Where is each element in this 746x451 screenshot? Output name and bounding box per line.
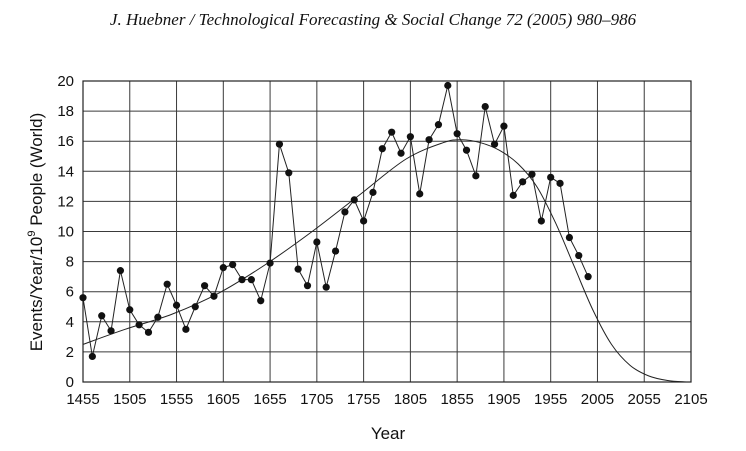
data-point xyxy=(425,136,433,144)
x-tick-label: 1905 xyxy=(487,391,520,408)
data-point xyxy=(285,169,293,177)
data-point xyxy=(490,140,499,148)
data-point xyxy=(219,264,227,272)
data-point xyxy=(201,282,209,290)
fitted-curve xyxy=(82,139,687,383)
data-point xyxy=(350,196,358,204)
data-point xyxy=(229,261,237,269)
data-point xyxy=(519,178,527,186)
x-tick-label: 2105 xyxy=(674,391,707,408)
data-point xyxy=(210,292,218,300)
data-point xyxy=(98,312,106,320)
data-point xyxy=(116,267,125,275)
x-tick-label: 2005 xyxy=(581,391,614,408)
fitted-curve-line xyxy=(82,139,687,383)
x-tick-label: 1855 xyxy=(440,391,473,408)
data-point xyxy=(126,306,134,314)
data-point xyxy=(238,276,246,284)
data-point xyxy=(360,217,368,225)
data-point xyxy=(266,259,274,267)
x-tick-label: 1455 xyxy=(66,391,99,408)
data-point xyxy=(144,328,153,336)
y-tick-label: 16 xyxy=(57,133,74,150)
data-point xyxy=(500,122,508,130)
data-point xyxy=(397,149,405,157)
y-axis-label-tail: People (World) xyxy=(27,113,46,231)
y-axis-label: Events/Year/109 People (World) xyxy=(26,113,46,352)
data-point xyxy=(369,188,377,196)
x-tick-label: 1805 xyxy=(394,391,427,408)
y-axis-label-main: Events/Year/10 xyxy=(27,237,46,352)
data-point xyxy=(472,172,480,180)
data-point xyxy=(378,145,386,153)
x-tick-label: 1655 xyxy=(253,391,286,408)
data-point xyxy=(275,140,284,148)
x-tick-label: 1605 xyxy=(207,391,240,408)
data-point xyxy=(528,170,536,178)
data-point xyxy=(303,282,312,290)
data-point xyxy=(88,352,96,361)
x-tick-label: 1955 xyxy=(534,391,567,408)
y-tick-label: 10 xyxy=(57,224,74,241)
y-tick-label: 18 xyxy=(57,103,74,120)
x-tick-label: 1755 xyxy=(347,391,380,408)
data-point xyxy=(388,128,396,136)
data-point xyxy=(537,217,545,225)
y-tick-label: 6 xyxy=(66,284,74,301)
data-point xyxy=(547,173,555,181)
y-tick-label: 8 xyxy=(66,254,74,271)
data-point xyxy=(509,191,517,199)
y-axis-label-sup: 9 xyxy=(26,230,38,236)
data-point xyxy=(107,327,115,335)
x-tick-labels: 1455 1505 1555 1605 1655 1705 1755 1805 1855 1905… xyxy=(66,391,707,408)
x-tick-label: 2055 xyxy=(628,391,661,408)
data-point xyxy=(416,190,424,198)
data-point xyxy=(406,133,414,141)
journal-header: J. Huebner / Technological Forecasting &… xyxy=(109,10,637,29)
data-point xyxy=(556,179,564,187)
y-tick-label: 2 xyxy=(66,344,74,361)
data-point xyxy=(191,303,199,311)
data-point xyxy=(434,121,443,129)
grid xyxy=(82,80,692,383)
data-point xyxy=(453,130,461,138)
x-tick-label: 1705 xyxy=(300,391,333,408)
data-point xyxy=(322,283,330,291)
data-point xyxy=(565,233,574,242)
data-point xyxy=(182,325,190,333)
y-tick-label: 4 xyxy=(66,314,74,331)
y-tick-label: 0 xyxy=(66,374,74,391)
x-tick-label: 1505 xyxy=(113,391,146,408)
data-point xyxy=(575,251,583,260)
y-tick-label: 14 xyxy=(57,163,74,180)
y-tick-label: 20 xyxy=(57,73,74,90)
data-point xyxy=(172,301,181,309)
data-point xyxy=(135,321,143,329)
data-point xyxy=(313,238,321,246)
y-tick-labels: 0 2 4 6 8 10 12 14 16 18 20 xyxy=(57,73,74,391)
data-point xyxy=(462,146,471,154)
data-point xyxy=(584,273,592,281)
observed-series xyxy=(79,81,592,361)
data-point xyxy=(247,276,255,284)
data-point xyxy=(294,265,302,273)
plot-frame xyxy=(82,80,692,383)
data-point xyxy=(444,81,452,90)
data-point xyxy=(481,102,489,111)
data-point xyxy=(79,294,87,302)
data-point xyxy=(257,297,265,305)
data-point xyxy=(154,313,162,321)
x-tick-label: 1555 xyxy=(160,391,193,408)
data-point xyxy=(341,208,349,216)
data-point xyxy=(331,247,340,255)
y-tick-label: 12 xyxy=(57,193,74,210)
x-axis-label: Year xyxy=(371,424,406,443)
data-point xyxy=(163,280,171,288)
